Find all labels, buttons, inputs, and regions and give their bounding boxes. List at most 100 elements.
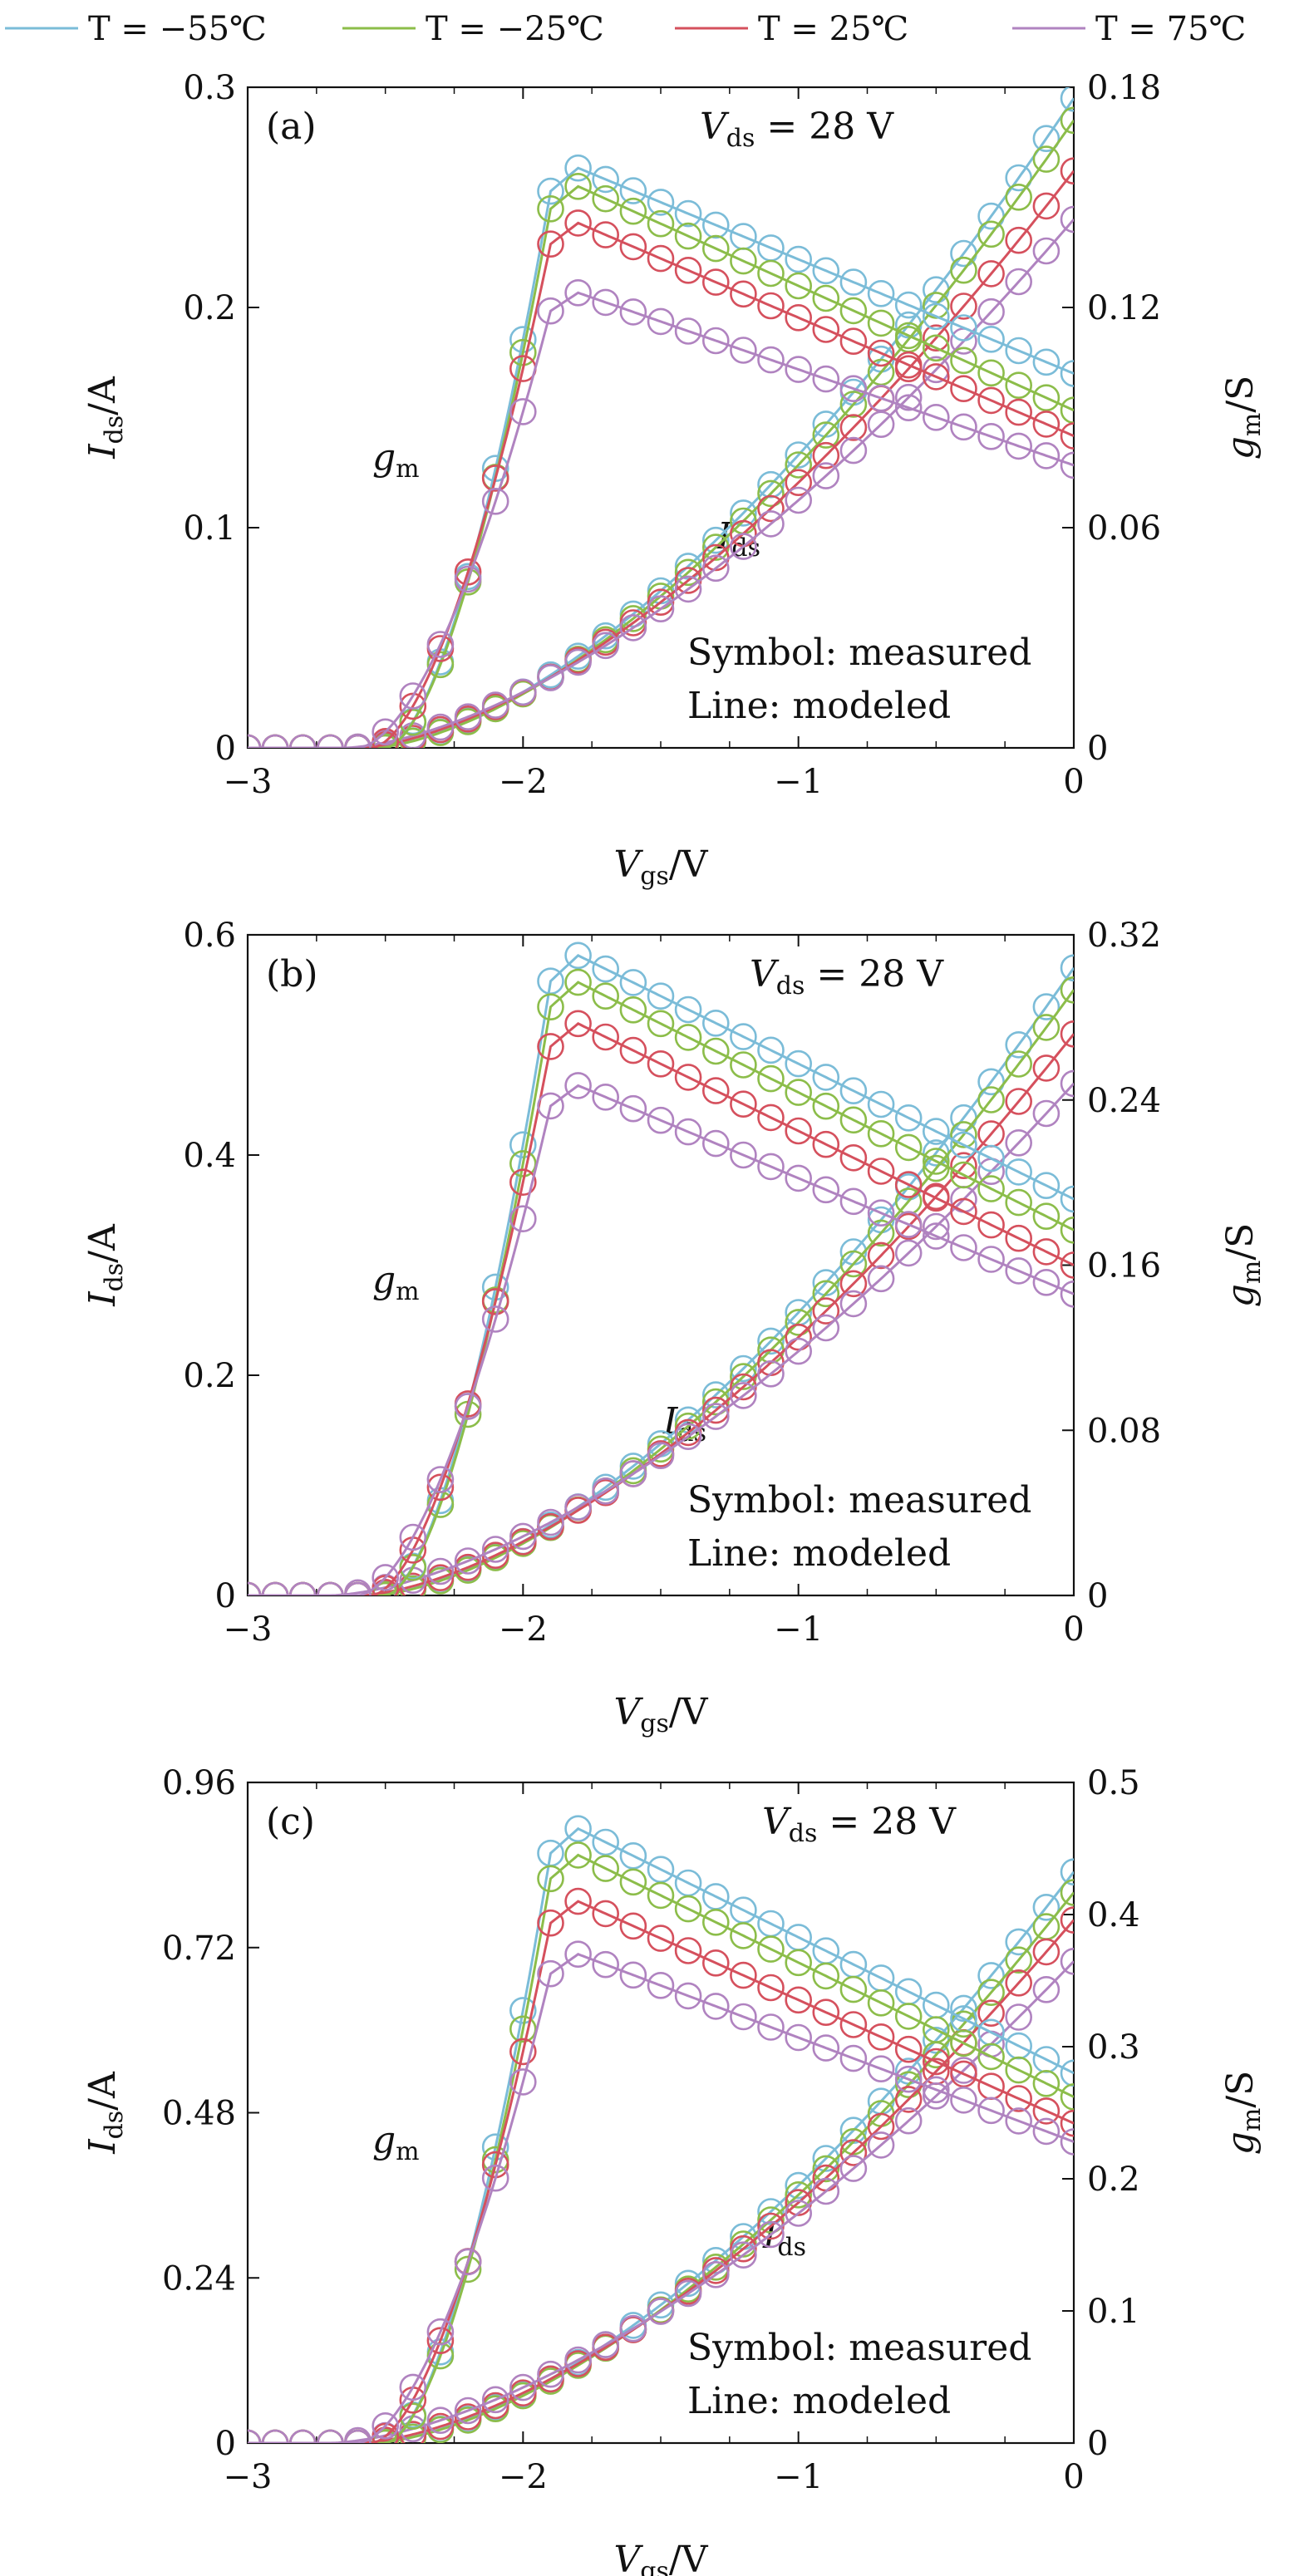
ids-measured-point xyxy=(619,1460,647,1487)
ids-measured-point xyxy=(730,533,757,560)
gm-measured-point xyxy=(701,1993,730,2020)
gm-measured-point xyxy=(757,1064,785,1093)
gm-measured-point xyxy=(454,565,482,593)
ids-measured-point xyxy=(647,588,675,617)
gm-measured-point xyxy=(867,309,895,337)
gm-measured-point xyxy=(289,1581,317,1595)
gm-measured-point xyxy=(317,734,344,748)
gm-measured-point xyxy=(730,1051,757,1079)
gm-measured-point xyxy=(647,1050,675,1078)
gm-measured-point xyxy=(812,365,840,393)
gm-measured-point xyxy=(950,1234,977,1261)
gm-measured-point xyxy=(674,1937,702,1964)
ids-measured-point xyxy=(426,2406,455,2434)
ids-measured-point xyxy=(674,1423,702,1450)
gm-measured-point xyxy=(1032,1172,1060,1199)
gm-measured-point xyxy=(757,1104,785,1132)
gm-measured-point xyxy=(757,259,785,288)
ids-measured-point xyxy=(757,1360,785,1388)
gm-measured-point xyxy=(674,995,702,1024)
ids-measured-point xyxy=(454,1553,482,1581)
gm-measured-point xyxy=(839,268,868,296)
ids-measured-point xyxy=(619,614,647,642)
gm-measured-point xyxy=(977,1144,1005,1172)
ids-measured-point xyxy=(426,1557,455,1585)
gm-measured-point xyxy=(674,1064,702,1091)
gm-measured-point xyxy=(537,1092,564,1120)
gm-measured-point xyxy=(839,1106,868,1134)
gm-measured-point xyxy=(1032,384,1060,412)
gm-measured-point xyxy=(426,1466,455,1493)
gm-measured-point xyxy=(261,2429,289,2443)
gm-measured-point xyxy=(977,1211,1005,1239)
gm-measured-point xyxy=(839,1077,868,1104)
ids-measured-point xyxy=(950,256,977,284)
gm-measured-point xyxy=(426,2327,455,2354)
y-right-tick-label: 0 xyxy=(1087,2425,1108,2463)
y-right-tick-label: 0.12 xyxy=(1087,289,1161,327)
gm-measured-point xyxy=(977,2097,1005,2125)
gm-measured-point xyxy=(785,1949,813,1977)
gm-measured-point xyxy=(647,1925,675,1952)
ids-measured-point xyxy=(701,1403,730,1430)
y-left-tick-label: 0.48 xyxy=(162,2095,236,2133)
gm-measured-point xyxy=(372,2412,400,2440)
gm-measured-point xyxy=(785,245,813,273)
gm-measured-point xyxy=(730,1961,757,1989)
ids-measured-point xyxy=(923,2082,950,2110)
gm-measured-point xyxy=(923,1222,950,1250)
gm-measured-point xyxy=(785,272,813,300)
y-left-tick-label: 0.4 xyxy=(183,1137,236,1175)
gm-model-line xyxy=(248,981,1074,1595)
ids-measured-point xyxy=(1060,1858,1074,1885)
ids-measured-point xyxy=(867,1241,895,1270)
ids-measured-point xyxy=(1032,1938,1060,1966)
ids-measured-point xyxy=(592,1477,620,1505)
ids-measured-point xyxy=(509,2373,537,2401)
ids-measured-point xyxy=(977,260,1005,288)
ids-measured-point xyxy=(730,2241,757,2269)
ids-measured-point xyxy=(950,293,977,320)
gm-measured-point xyxy=(481,1305,509,1333)
ids-measured-point xyxy=(839,2139,868,2166)
gm-measured-point xyxy=(923,1118,950,1145)
chart-panel: −3 −2 −1 000.20.40.600.080.160.240.32Vgs/VI… xyxy=(81,917,1267,1738)
gm-measured-point xyxy=(426,2318,455,2346)
gm-measured-point xyxy=(812,2034,840,2062)
ids-measured-point xyxy=(564,648,592,676)
ids-measured-point xyxy=(1060,954,1074,982)
gm-model-line xyxy=(248,291,1074,748)
ids-measured-point xyxy=(1005,1969,1032,1997)
gm-measured-point xyxy=(619,233,647,261)
ids-measured-point xyxy=(839,1250,868,1278)
ids-measured-point xyxy=(1005,2003,1032,2031)
gm-measured-point xyxy=(730,1090,757,1118)
gm-measured-point xyxy=(977,325,1005,353)
y-left-axis-label: Ids/A xyxy=(81,376,129,460)
x-tick-label: −1 xyxy=(774,2458,823,2496)
gm-measured-point xyxy=(564,1010,592,1038)
ids-measured-point xyxy=(812,2155,840,2183)
ids-measured-point xyxy=(537,2360,564,2388)
ids-measured-point xyxy=(1032,1894,1060,1921)
gm-measured-point xyxy=(592,1828,620,1856)
gm-measured-point xyxy=(537,1959,564,1988)
gm-measured-point xyxy=(564,278,592,307)
gm-measured-point xyxy=(647,1106,675,1134)
gm-model-line xyxy=(248,1853,1074,2443)
ids-measured-point xyxy=(481,2386,509,2414)
gm-measured-point xyxy=(481,487,509,515)
gm-measured-point xyxy=(619,177,647,204)
gm-measured-point xyxy=(977,386,1005,415)
ids-measured-point xyxy=(785,469,813,497)
gm-measured-point xyxy=(537,993,564,1020)
ids-measured-point xyxy=(867,2112,895,2141)
ids-measured-point xyxy=(619,2314,647,2342)
ids-measured-point xyxy=(1005,1088,1032,1115)
x-tick-label: −3 xyxy=(224,1610,273,1649)
gm-model-line xyxy=(248,184,1074,748)
gm-measured-point xyxy=(839,2011,868,2038)
gm-measured-point xyxy=(867,1090,895,1118)
gm-measured-point xyxy=(923,2016,950,2043)
